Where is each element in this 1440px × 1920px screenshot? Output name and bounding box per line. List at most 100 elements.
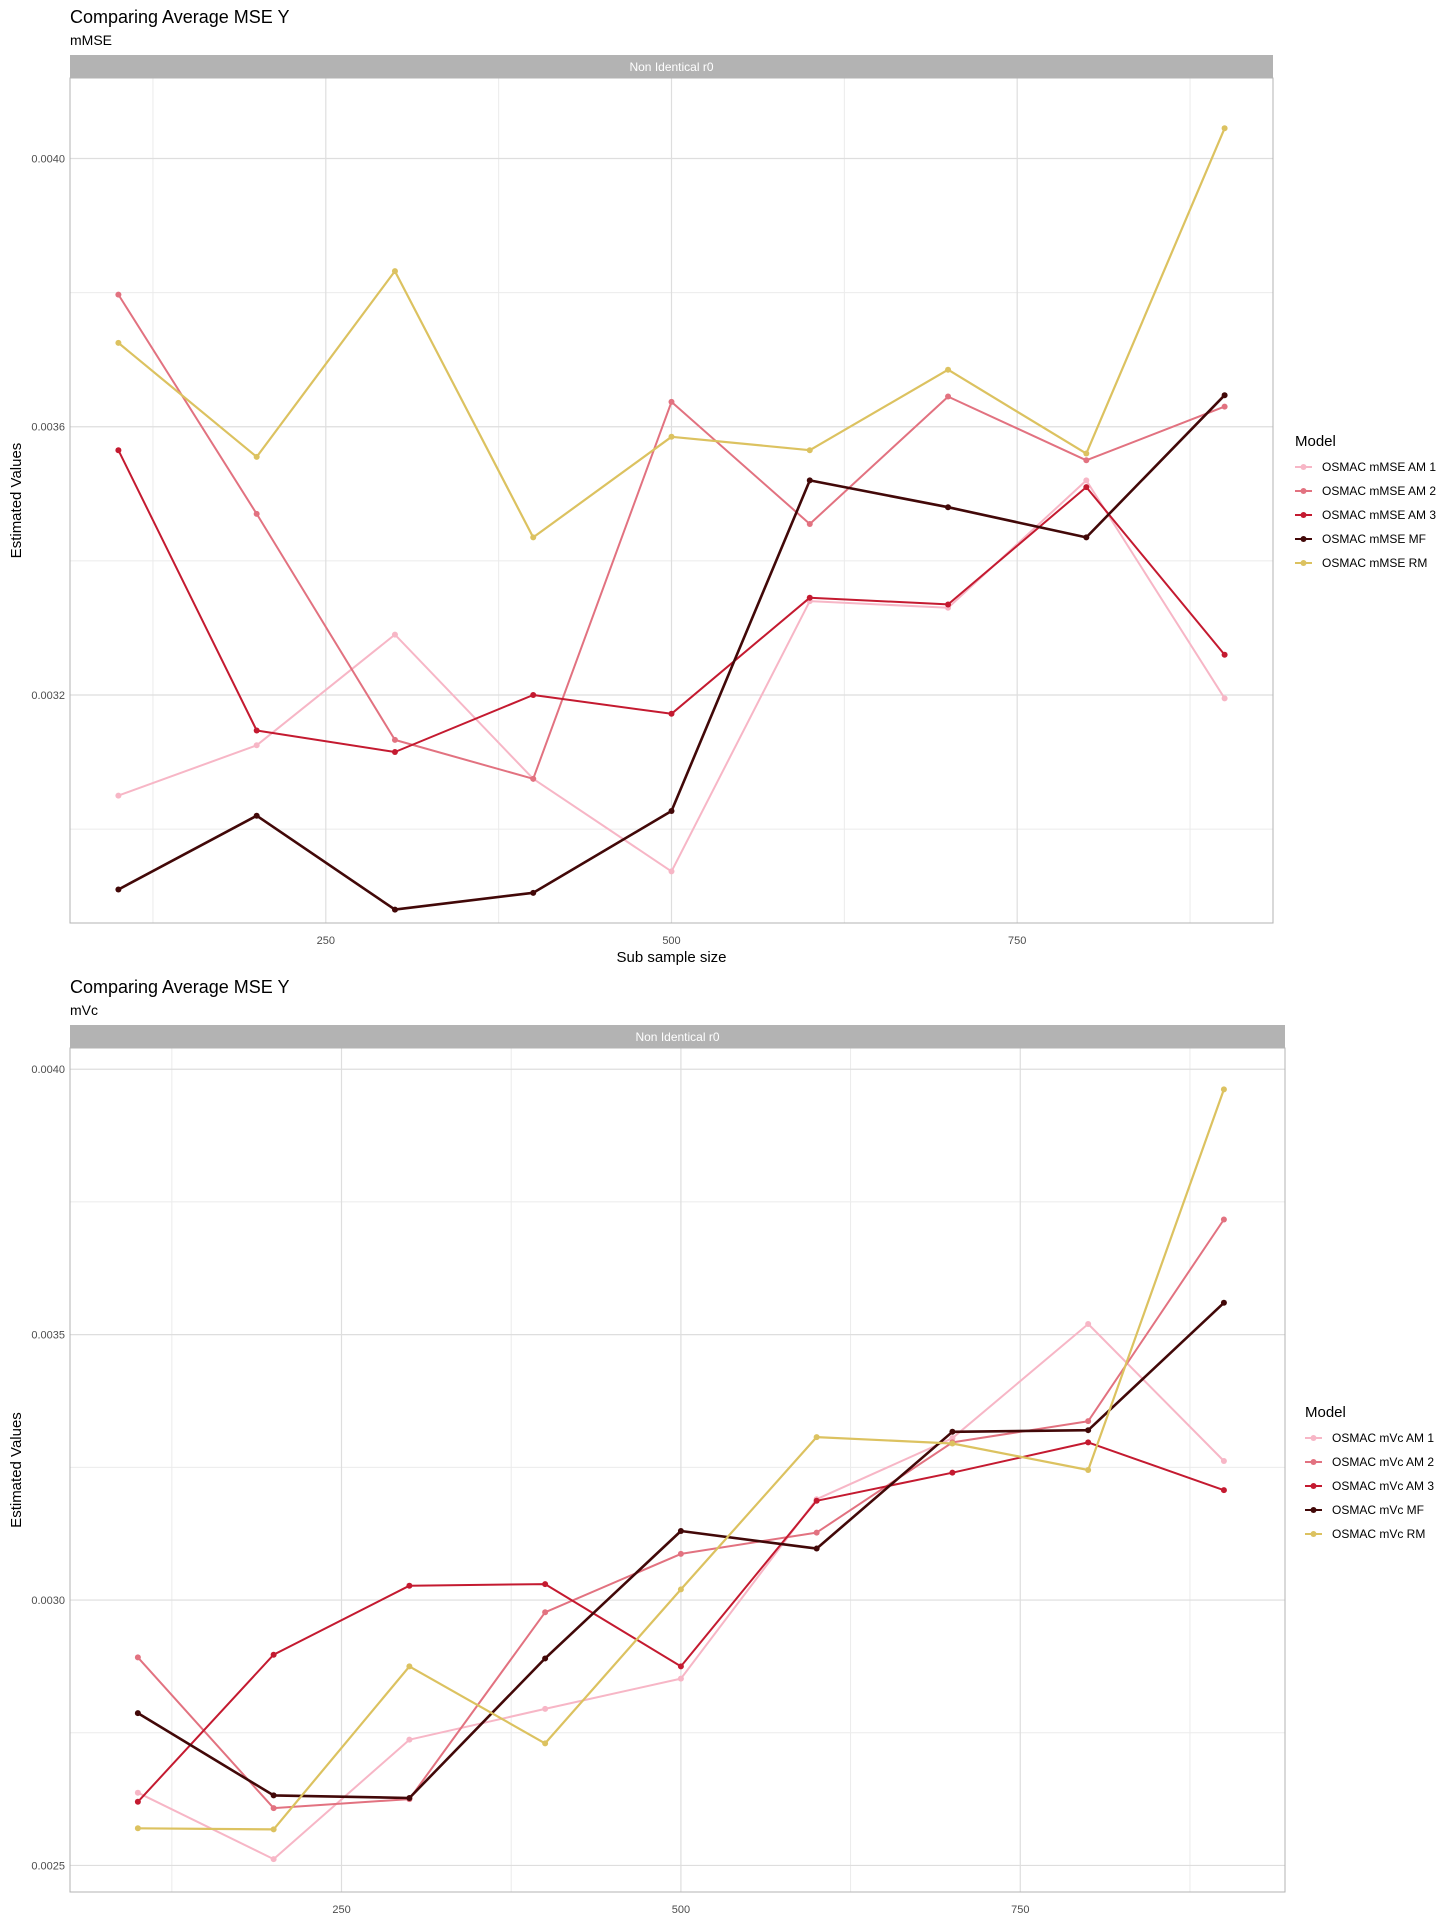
data-point [406,1663,413,1670]
legend: Model OSMAC mMSE AM 1 OSMAC mMSE AM 2 OSMAC… [1295,433,1436,570]
legend-label: OSMAC mMSE AM 2 [1322,484,1436,498]
legend-item: OSMAC mMSE RM [1295,556,1427,570]
legend-key-point [1310,1483,1317,1489]
facet-strip [70,1025,1285,1048]
data-point [270,1826,277,1833]
legend-label: OSMAC mMSE RM [1322,556,1427,570]
data-point [253,742,260,749]
data-point [949,1428,956,1435]
data-point [945,366,952,373]
data-point [542,1655,549,1662]
data-point [530,534,537,541]
data-point [949,1440,956,1447]
data-point [542,1581,549,1588]
legend-item: OSMAC mVc AM 3 [1305,1479,1434,1493]
legend-label: OSMAC mMSE AM 3 [1322,508,1436,522]
data-point [134,1654,141,1661]
x-tick-label: 750 [1011,1904,1029,1916]
data-point [134,1825,141,1832]
legend-item: OSMAC mMSE AM 3 [1295,508,1436,522]
data-point [391,268,398,275]
data-point [530,691,537,698]
y-tick-label: 0.0032 [31,690,65,702]
series-5 [134,1086,1227,1833]
legend-label: OSMAC mVc AM 2 [1332,1455,1434,1469]
data-point [391,631,398,638]
data-point [270,1805,277,1812]
legend-title: Model [1305,1404,1346,1421]
data-point [668,868,675,875]
data-point [1085,1418,1092,1425]
series-4 [115,392,1228,913]
data-point [1220,1216,1227,1223]
data-point [813,1529,820,1536]
y-axis-title: Estimated Values [8,1412,25,1528]
legend-label: OSMAC mMSE AM 1 [1322,460,1436,474]
legend-key-point [1300,536,1307,542]
data-point [253,727,260,734]
facet-label: Non Identical r0 [635,1030,719,1044]
data-point [806,477,813,484]
legend-label: OSMAC mVc RM [1332,1527,1425,1541]
legend-key-point [1300,464,1307,470]
data-point [391,906,398,913]
data-point [1221,651,1228,658]
legend-label: OSMAC mVc AM 3 [1332,1479,1434,1493]
panel-border [69,1047,1286,1893]
data-point [270,1792,277,1799]
series-2 [115,291,1228,782]
data-point [1220,1299,1227,1306]
data-point [1083,534,1090,541]
data-point [406,1795,413,1802]
data-point [1221,125,1228,132]
chart-subtitle: mVc [70,1002,98,1018]
y-tick-label: 0.0035 [31,1330,65,1342]
data-point [677,1675,684,1682]
x-tick-label: 500 [672,1904,690,1916]
data-point [1220,1487,1227,1494]
legend-title: Model [1295,433,1336,450]
data-point [115,447,122,454]
data-point [677,1663,684,1670]
legend-key-point [1300,560,1307,566]
chart-mvc: Comparing Average MSE Y mVc Non Identical … [8,977,1434,1920]
legend-label: OSMAC mMSE MF [1322,532,1426,546]
chart-title: Comparing Average MSE Y [70,977,289,997]
data-point [1221,392,1228,399]
data-point [253,812,260,819]
legend-item: OSMAC mMSE AM 2 [1295,484,1436,498]
data-point [134,1798,141,1805]
chart-mmse: Comparing Average MSE Y mMSE Non Identical… [8,7,1436,966]
data-point [806,520,813,527]
data-point [813,1545,820,1552]
series-1 [134,1321,1227,1863]
data-point [1085,1427,1092,1434]
facet-strip [70,55,1273,78]
data-point [542,1705,549,1712]
series-5 [115,125,1228,541]
legend-label: OSMAC mVc MF [1332,1503,1424,1517]
data-point [115,291,122,298]
series-4 [134,1299,1227,1802]
data-point [1220,1457,1227,1464]
data-point [1083,450,1090,457]
y-tick-label: 0.0040 [31,153,65,165]
legend-key-point [1310,1459,1317,1465]
panel-border [69,77,1274,924]
chart-panel-mmse: Comparing Average MSE Y mMSE Non Identical… [8,7,1436,966]
data-point [945,393,952,400]
x-tick-label: 250 [317,935,335,947]
data-point [134,1789,141,1796]
legend-key-point [1310,1507,1317,1513]
data-point [270,1651,277,1658]
x-tick-label: 250 [332,1904,350,1916]
data-point [949,1435,956,1442]
x-axis-title: Sub sample size [616,949,726,966]
data-point [1220,1086,1227,1093]
legend-key-point [1310,1531,1317,1537]
legend-item: OSMAC mVc AM 2 [1305,1455,1434,1469]
y-axis-title: Estimated Values [8,443,25,559]
y-tick-label: 0.0040 [31,1064,65,1076]
data-point [668,433,675,440]
data-point [115,339,122,346]
